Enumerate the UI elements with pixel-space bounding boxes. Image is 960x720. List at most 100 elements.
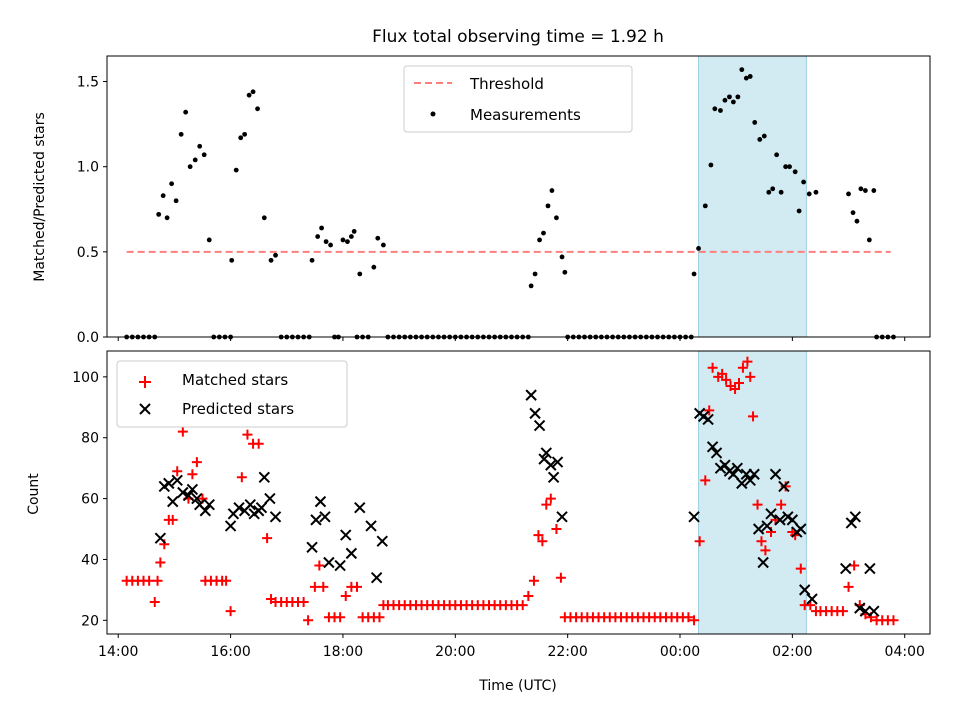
measurement-point [357, 271, 363, 277]
measurement-point [770, 186, 776, 192]
measurement-point [328, 242, 333, 248]
measurement-point [537, 237, 542, 243]
measurement-point [752, 120, 758, 125]
matched-star-point [733, 377, 744, 388]
measurement-point [766, 189, 772, 195]
measurement-point [156, 211, 162, 217]
legend-matched-label: Matched stars [182, 371, 288, 389]
measurement-point [854, 218, 860, 224]
plot-frame [106, 350, 931, 635]
matched-star-point [533, 530, 544, 541]
predicted-star-point [376, 535, 388, 547]
matched-star-point [730, 384, 741, 395]
measurement-point [735, 94, 741, 100]
measurement-point [250, 89, 256, 95]
measurement-point [183, 109, 189, 115]
measurement-point [696, 246, 701, 251]
predicted-star-point [556, 511, 568, 523]
predicted-star-point [854, 602, 866, 614]
matched-star-point [849, 560, 860, 571]
matched-star-point [760, 545, 771, 556]
matched-star-point [149, 597, 160, 608]
matched-star-point [172, 466, 183, 477]
measurement-point [192, 157, 198, 163]
y-tick-label: 1.0 [77, 160, 99, 176]
predicted-star-point [845, 517, 858, 529]
predicted-star-point [702, 413, 714, 426]
count-legend: Matched stars Predicted stars [116, 360, 348, 428]
measurement-point [796, 208, 802, 214]
ratio-y-axis-label: Matched/Predicted stars [32, 112, 48, 282]
matched-star-point [537, 536, 548, 547]
matched-star-point [742, 356, 753, 367]
matched-star-point [298, 597, 309, 608]
predicted-star-point [354, 502, 366, 514]
x-tick-label: 22:00 [547, 644, 587, 660]
predicted-star-point [186, 483, 199, 496]
predicted-star-point [849, 511, 861, 523]
measurement-point [801, 179, 807, 185]
measurement-point [549, 188, 555, 193]
matched-star-point [303, 615, 314, 626]
measurement-point [813, 189, 819, 195]
predicted-star-point [706, 441, 719, 453]
measurement-point [532, 271, 538, 277]
predicted-star-point [786, 514, 799, 526]
predicted-star-point [774, 514, 786, 526]
predicted-star-point [345, 547, 358, 560]
measurement-point [348, 234, 354, 239]
matched-star-point [155, 557, 166, 568]
measurement-point [528, 283, 534, 289]
matched-star-point [541, 499, 552, 510]
y-tick-label: 0.0 [77, 330, 99, 346]
predicted-star-point [306, 541, 318, 553]
legend-predicted-label: Predicted stars [182, 400, 294, 418]
measurement-point [375, 235, 381, 241]
matched-star-point [374, 612, 385, 623]
predicted-star-point [191, 492, 203, 505]
measurement-point [229, 257, 235, 263]
matched-star-point [144, 575, 155, 586]
measurement-point [559, 254, 565, 260]
predicted-star-point [310, 514, 322, 526]
predicted-star-point [868, 605, 880, 617]
predicted-star-point [736, 477, 748, 490]
matched-star-point [721, 374, 732, 385]
measurement-point [160, 193, 166, 199]
measurement-point [761, 133, 767, 139]
count-y-axis-label: Count [26, 473, 42, 515]
predicted-star-point [258, 471, 271, 483]
x-tick-label: 14:00 [98, 644, 138, 660]
predicted-star-point [547, 471, 560, 483]
matched-star-point [888, 615, 899, 626]
highlight-span [698, 350, 807, 635]
predicted-star-point [744, 474, 756, 487]
plot-frame [106, 55, 931, 338]
matched-star-point [221, 575, 232, 586]
predicted-star-point [840, 562, 852, 575]
measurement-point [371, 264, 377, 270]
matched-star-point [242, 429, 253, 440]
highlight-span [698, 55, 807, 338]
y-tick-label: 60 [81, 492, 99, 508]
predicted-star-point [199, 505, 212, 517]
measurement-point [783, 164, 789, 170]
measurement-point [238, 135, 244, 141]
measurement-point [727, 94, 732, 100]
measurement-point [778, 189, 784, 195]
matched-star-point [262, 533, 273, 544]
predicted-star-point [859, 605, 872, 617]
predicted-star-point [719, 459, 731, 471]
matched-star-point [756, 536, 767, 547]
matched-star-point [707, 362, 718, 373]
measurement-point [747, 74, 753, 79]
predicted-star-point [264, 492, 276, 505]
measurement-point [858, 186, 864, 192]
matched-star-point [309, 581, 320, 592]
predicted-star-point [727, 468, 740, 480]
measurement-point [255, 106, 260, 112]
measurement-point [268, 257, 274, 263]
measurement-point [554, 215, 559, 221]
matched-star-point [748, 411, 759, 422]
matched-star-point [528, 575, 539, 586]
